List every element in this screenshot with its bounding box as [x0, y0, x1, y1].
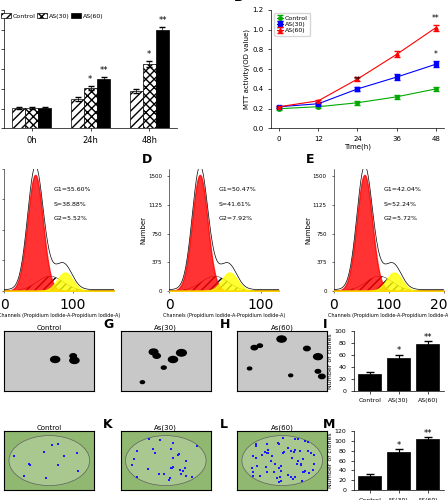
Bar [25, 108, 38, 128]
Text: G: G [103, 318, 113, 331]
Ellipse shape [9, 436, 90, 486]
Text: G2=5.52%: G2=5.52% [54, 216, 88, 222]
Bar [387, 452, 410, 490]
Text: *: * [146, 50, 151, 59]
Ellipse shape [125, 436, 206, 486]
Circle shape [304, 346, 310, 350]
Circle shape [168, 356, 177, 362]
Title: As(60): As(60) [271, 324, 294, 331]
Text: G2=7.92%: G2=7.92% [219, 216, 253, 222]
Bar [358, 374, 381, 391]
Text: **: ** [423, 428, 432, 438]
Text: E: E [306, 152, 315, 166]
Circle shape [149, 349, 158, 355]
Bar [12, 108, 25, 128]
Bar [143, 64, 156, 128]
X-axis label: Time(h): Time(h) [344, 144, 371, 150]
Title: As(30): As(30) [154, 424, 177, 431]
Circle shape [177, 350, 186, 356]
Circle shape [70, 354, 77, 358]
Legend: Control, AS(30), AS(60): Control, AS(30), AS(60) [0, 11, 106, 21]
Text: **: ** [432, 14, 439, 23]
Title: As(60): As(60) [271, 424, 294, 431]
Circle shape [153, 354, 160, 358]
Text: B: B [233, 0, 243, 4]
Y-axis label: Number: Number [306, 216, 311, 244]
Circle shape [140, 381, 145, 384]
Bar [358, 476, 381, 490]
Text: K: K [103, 418, 112, 431]
Circle shape [70, 358, 79, 364]
Text: G1=55.60%: G1=55.60% [54, 187, 91, 192]
Bar [97, 79, 110, 128]
Bar [416, 440, 439, 490]
Circle shape [315, 370, 321, 373]
Text: I: I [323, 318, 327, 331]
Bar [156, 30, 169, 128]
Bar [71, 99, 84, 128]
Circle shape [257, 344, 263, 348]
Text: G2=5.72%: G2=5.72% [383, 216, 417, 222]
Text: S=38.88%: S=38.88% [54, 202, 86, 206]
Text: G1=50.47%: G1=50.47% [219, 187, 256, 192]
Circle shape [319, 374, 325, 378]
X-axis label: Channels (Propidium Iodide-A-Propidium Iodide-A): Channels (Propidium Iodide-A-Propidium I… [163, 313, 285, 318]
Y-axis label: Number of clones: Number of clones [328, 433, 333, 488]
Text: D: D [142, 152, 152, 166]
Circle shape [161, 366, 166, 369]
Text: **: ** [423, 332, 432, 342]
Text: *: * [434, 50, 438, 59]
Text: *: * [88, 75, 92, 84]
Text: S=52.24%: S=52.24% [383, 202, 416, 206]
Text: **: ** [100, 66, 108, 75]
Circle shape [247, 367, 252, 370]
Text: **: ** [159, 16, 167, 25]
Y-axis label: MTT activity(OD value): MTT activity(OD value) [243, 29, 250, 109]
Bar [38, 108, 51, 128]
Text: S=41.61%: S=41.61% [219, 202, 251, 206]
Bar [130, 91, 143, 128]
Title: Control: Control [37, 425, 62, 431]
Text: M: M [323, 418, 335, 431]
Bar [387, 358, 410, 391]
Text: *: * [396, 346, 401, 355]
Bar [416, 344, 439, 391]
Text: G1=42.04%: G1=42.04% [383, 187, 421, 192]
Circle shape [314, 354, 323, 360]
Circle shape [289, 374, 293, 376]
Title: As(30): As(30) [154, 324, 177, 331]
Text: L: L [220, 418, 228, 431]
Title: Control: Control [37, 325, 62, 331]
Text: H: H [220, 318, 230, 331]
X-axis label: Channels (Propidium Iodide-A-Propidium Iodide-A): Channels (Propidium Iodide-A-Propidium I… [0, 313, 121, 318]
Legend: Control, AS(30), AS(60): Control, AS(30), AS(60) [275, 13, 310, 36]
Circle shape [251, 346, 258, 350]
Text: **: ** [353, 76, 361, 85]
Y-axis label: HT-29: HT-29 [0, 450, 2, 470]
Ellipse shape [242, 436, 323, 486]
Text: *: * [396, 441, 401, 450]
Y-axis label: Number: Number [141, 216, 147, 244]
Y-axis label: Number of clones: Number of clones [328, 333, 333, 389]
Circle shape [51, 356, 60, 362]
Y-axis label: HT-29: HT-29 [0, 351, 2, 371]
Bar [84, 88, 97, 128]
Circle shape [277, 336, 286, 342]
X-axis label: Channels (Propidium Iodide-A-Propidium Iodide-A): Channels (Propidium Iodide-A-Propidium I… [327, 313, 448, 318]
